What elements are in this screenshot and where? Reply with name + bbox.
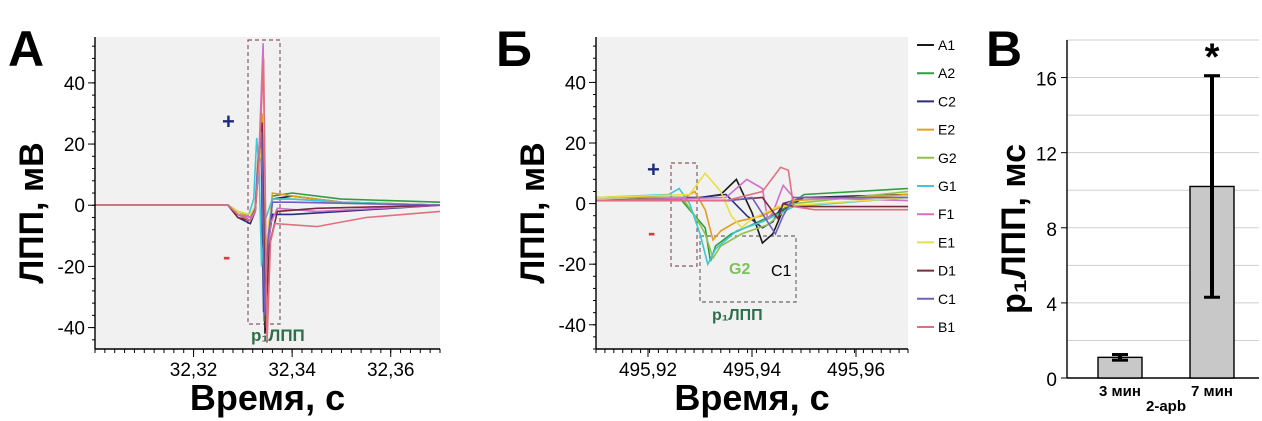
panel-c-category-label-2: 7 мин bbox=[1191, 383, 1233, 400]
panel-b-region-box-right bbox=[699, 235, 797, 303]
panel-b-letter: Б bbox=[496, 21, 532, 77]
panel-a-axes: 40 20 0 -20 -40 32,32 32,34 32,36 Время, с ЛПП, м… bbox=[13, 37, 441, 418]
legend-label-c2: C2 bbox=[938, 93, 956, 109]
panel-a-x-axis-label: Время, с bbox=[190, 377, 345, 418]
panel-a-x-tick-label: 32,32 bbox=[170, 360, 218, 381]
panel-b-series-line-g1 bbox=[595, 187, 909, 267]
legend-label-g2: G2 bbox=[938, 150, 957, 166]
panel-c-significance-mark: * bbox=[1205, 37, 1220, 79]
panel-b-region-box-left bbox=[670, 162, 698, 267]
panel-b-series-line-f1 bbox=[595, 178, 909, 221]
panel-c-group-label: 2-apb bbox=[1146, 398, 1186, 415]
legend-label-e1: E1 bbox=[938, 234, 955, 250]
panel-b-x-tick-label: 495,92 bbox=[619, 360, 677, 381]
panel-a-region-label: p₁ЛПП bbox=[251, 326, 305, 345]
panel-a-y-tick-label: 20 bbox=[64, 135, 85, 156]
panel-b-x-tick-label: 495,94 bbox=[723, 360, 782, 381]
panel-a-plus-label: + bbox=[222, 109, 235, 134]
panel-b-series-line-c1 bbox=[596, 196, 908, 236]
panel-b-g2-label: G2 bbox=[729, 261, 750, 278]
panel-a-minus-label: - bbox=[223, 244, 230, 269]
panel-b-plus-label: + bbox=[647, 157, 660, 182]
panel-a-x-tick-label: 32,34 bbox=[268, 360, 316, 381]
panel-a-y-axis-label: ЛПП, мВ bbox=[13, 142, 51, 283]
panel-b-minus-label: - bbox=[648, 220, 655, 245]
panel-c-y-axis-label: p₁ЛПП, мс bbox=[995, 144, 1033, 314]
panel-b-series-line-g2 bbox=[596, 190, 909, 260]
panel-a-plot: 40 20 0 -20 -40 32,32 32,34 32,36 Время, с ЛПП, м… bbox=[13, 37, 441, 418]
panel-a-x-tick-label: 32,36 bbox=[367, 360, 415, 381]
panel-c-category-label-1: 3 мин bbox=[1099, 383, 1141, 400]
panel-b-plot-area bbox=[596, 37, 908, 349]
panel-c-y-tick-label: 4 bbox=[1046, 295, 1057, 316]
legend-label-a2: A2 bbox=[938, 65, 955, 81]
panel-b-series-line-c2 bbox=[595, 193, 908, 229]
panel-b-y-tick-label: 0 bbox=[575, 195, 586, 216]
legend-label-a1: A1 bbox=[938, 37, 955, 53]
panel-a-y-tick-label: -20 bbox=[58, 257, 85, 278]
legend-label-e2: E2 bbox=[938, 122, 955, 138]
panel-b-y-axis-label: ЛПП, мВ bbox=[514, 142, 552, 283]
panel-a-region-box bbox=[247, 39, 281, 325]
panel-a-y-tick-label: 0 bbox=[74, 196, 85, 217]
panel-a-letter: А bbox=[8, 21, 44, 77]
panel-b-series-group bbox=[595, 166, 909, 267]
panel-b-c1-label: C1 bbox=[771, 263, 792, 280]
panel-b-series-line-b1 bbox=[596, 166, 908, 211]
legend-label-d1: D1 bbox=[938, 263, 956, 279]
panel-b-y-tick-label: -40 bbox=[559, 316, 586, 337]
panel-b-y-tick-label: -20 bbox=[559, 255, 586, 276]
panel-c-letter: В bbox=[986, 21, 1022, 77]
panel-c-y-tick-label: 12 bbox=[1036, 145, 1057, 166]
legend-label-b1: B1 bbox=[938, 319, 955, 335]
panel-a-series-line-b1 bbox=[95, 58, 441, 343]
panel-b-x-axis-label: Время, с bbox=[674, 377, 829, 418]
panel-c-y-tick-label: 0 bbox=[1046, 370, 1057, 391]
panel-a-y-tick-label: -40 bbox=[58, 319, 85, 340]
panel-b-y-tick-label: 40 bbox=[565, 73, 586, 94]
legend: A1 A2 C2 E2 G2 G1 F1 E1 D1 C1 B1 bbox=[917, 37, 957, 335]
panel-b-region-label: p₁ЛПП bbox=[712, 307, 763, 324]
legend-label-g1: G1 bbox=[938, 178, 957, 194]
legend-label-f1: F1 bbox=[938, 206, 955, 222]
panel-c-plot: 0 4 8 12 16 3 мин 7 мин 2-apb * p₁ЛПП, мс bbox=[995, 37, 1259, 415]
panel-b-series-line-e1 bbox=[595, 172, 909, 229]
panel-c-y-tick-label: 16 bbox=[1036, 70, 1057, 91]
legend-label-c1: C1 bbox=[938, 291, 956, 307]
panel-a-series-group bbox=[95, 43, 441, 343]
panel-c-y-tick-label: 8 bbox=[1046, 220, 1057, 241]
panel-a-y-tick-label: 40 bbox=[64, 74, 85, 95]
panel-b-y-tick-label: 20 bbox=[565, 134, 586, 155]
panel-b-x-tick-label: 495,96 bbox=[827, 360, 885, 381]
